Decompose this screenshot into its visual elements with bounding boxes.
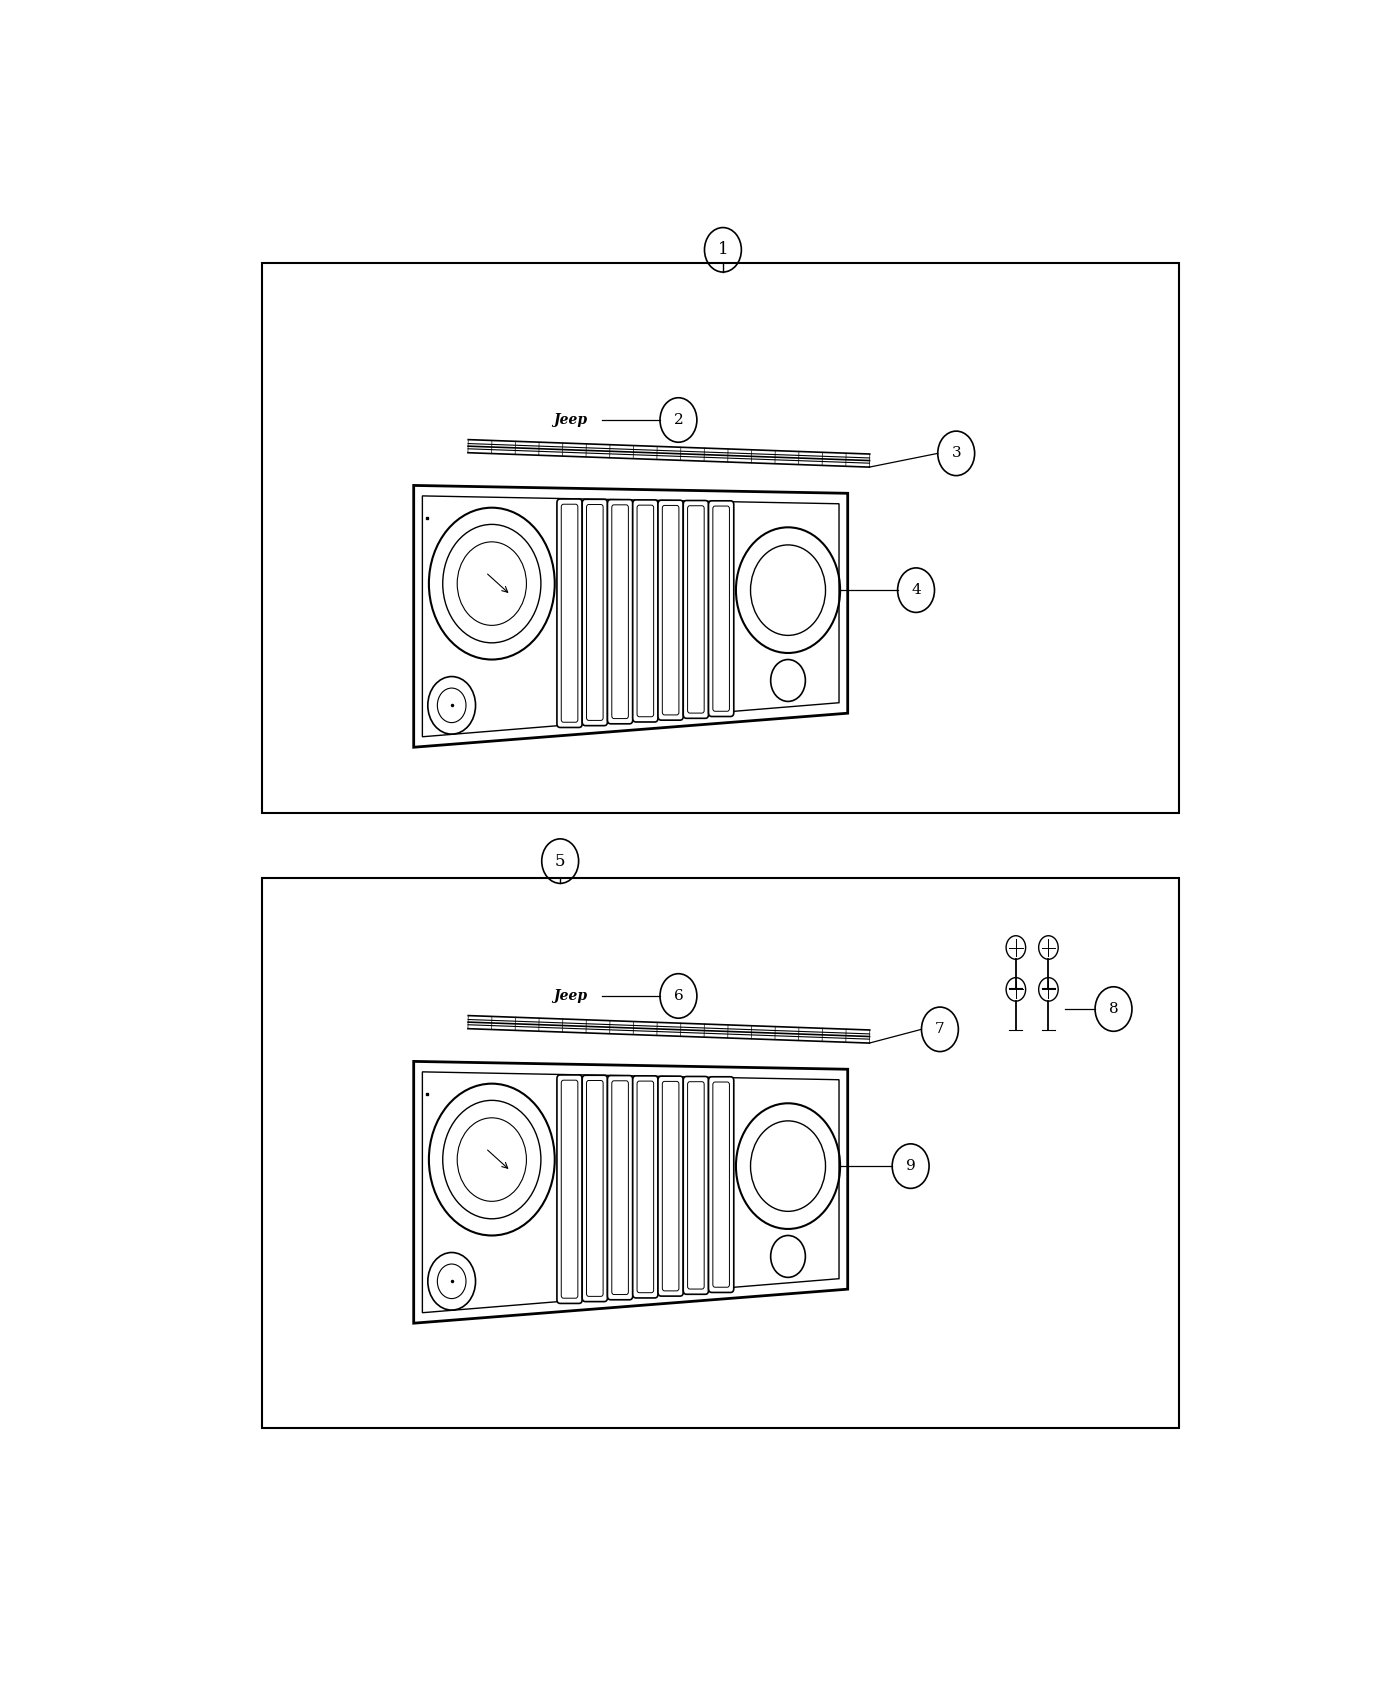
FancyBboxPatch shape bbox=[633, 1076, 658, 1297]
FancyBboxPatch shape bbox=[612, 1081, 629, 1294]
Bar bbox=[262, 879, 1179, 1428]
FancyBboxPatch shape bbox=[561, 505, 578, 722]
FancyBboxPatch shape bbox=[658, 1076, 683, 1295]
Text: 4: 4 bbox=[911, 583, 921, 597]
FancyBboxPatch shape bbox=[687, 1081, 704, 1289]
FancyBboxPatch shape bbox=[587, 1081, 603, 1297]
FancyBboxPatch shape bbox=[637, 1081, 654, 1292]
FancyBboxPatch shape bbox=[561, 1080, 578, 1299]
FancyBboxPatch shape bbox=[582, 500, 608, 726]
Text: 5: 5 bbox=[554, 853, 566, 870]
Text: 2: 2 bbox=[673, 413, 683, 427]
FancyBboxPatch shape bbox=[633, 500, 658, 722]
Bar bbox=[262, 264, 1179, 813]
FancyBboxPatch shape bbox=[587, 505, 603, 721]
FancyBboxPatch shape bbox=[683, 1076, 708, 1294]
FancyBboxPatch shape bbox=[557, 500, 582, 728]
Text: 6: 6 bbox=[673, 989, 683, 1003]
FancyBboxPatch shape bbox=[582, 1074, 608, 1302]
FancyBboxPatch shape bbox=[708, 1076, 734, 1292]
FancyBboxPatch shape bbox=[612, 505, 629, 719]
Text: 8: 8 bbox=[1109, 1001, 1119, 1017]
Text: 7: 7 bbox=[935, 1022, 945, 1037]
FancyBboxPatch shape bbox=[637, 505, 654, 717]
Text: Jeep: Jeep bbox=[553, 989, 587, 1003]
Text: Jeep: Jeep bbox=[553, 413, 587, 427]
FancyBboxPatch shape bbox=[713, 1081, 729, 1287]
FancyBboxPatch shape bbox=[662, 505, 679, 716]
Text: 3: 3 bbox=[952, 447, 960, 461]
FancyBboxPatch shape bbox=[708, 502, 734, 716]
FancyBboxPatch shape bbox=[683, 500, 708, 719]
Text: 9: 9 bbox=[906, 1159, 916, 1173]
FancyBboxPatch shape bbox=[557, 1074, 582, 1304]
Text: 1: 1 bbox=[718, 241, 728, 258]
FancyBboxPatch shape bbox=[608, 500, 633, 724]
FancyBboxPatch shape bbox=[608, 1076, 633, 1300]
FancyBboxPatch shape bbox=[658, 500, 683, 721]
FancyBboxPatch shape bbox=[662, 1081, 679, 1290]
FancyBboxPatch shape bbox=[713, 507, 729, 711]
FancyBboxPatch shape bbox=[687, 505, 704, 712]
